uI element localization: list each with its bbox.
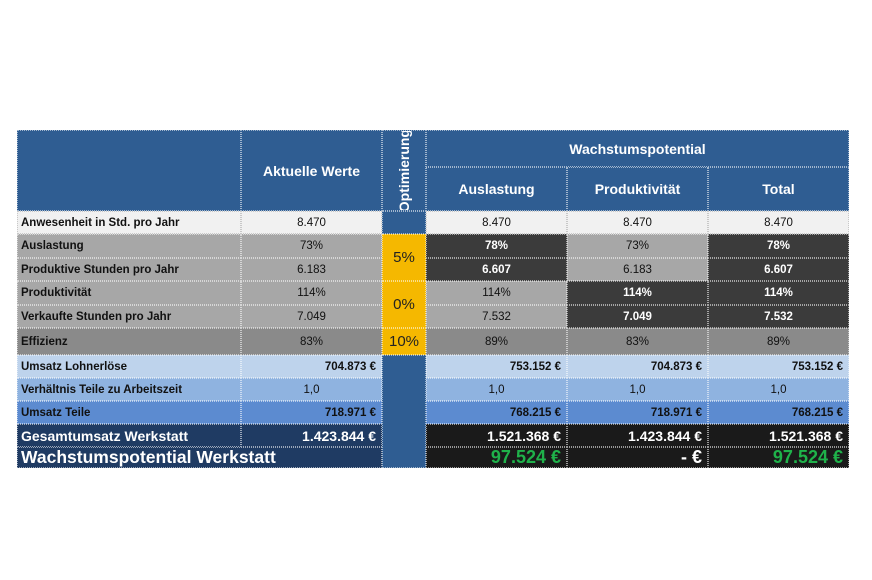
row-label-anwesenheit: Anwesenheit in Std. pro Jahr [17,211,241,234]
cell-verkaufte-stunden-aktuell: 7.049 [241,305,382,328]
row-label-verhaeltnis-teile: Verhältnis Teile zu Arbeitszeit [17,378,241,401]
optimierung-effizienz-cell: 10% [382,328,426,355]
row-label-umsatz-lohnerloese: Umsatz Lohnerlöse [17,355,241,378]
header-wachstumspotential: Wachstumspotential [426,130,849,167]
row-label-auslastung: Auslastung [17,234,241,258]
cell-anwesenheit-produktivitaet: 8.470 [567,211,708,234]
cell-wachstumspotential-produktivitaet: - € [567,447,708,468]
cell-auslastung-auslastung: 78% [426,234,567,258]
cell-produktivitaet-aktuell: 114% [241,281,382,305]
cell-produktivitaet-auslastung: 114% [426,281,567,305]
optimierung-auslastung-cell: 5% [382,234,426,281]
cell-effizienz-auslastung: 89% [426,328,567,355]
header-total: Total [708,167,849,211]
optimierung-produktivitaet-cell: 0% [382,281,426,328]
cell-verhaeltnis-teile-auslastung: 1,0 [426,378,567,401]
header-optimierung-label: Optimierung [396,130,412,211]
row-label-effizienz: Effizienz [17,328,241,355]
cell-wachstumspotential-total: 97.524 € [708,447,849,468]
cell-anwesenheit-aktuell: 8.470 [241,211,382,234]
cell-umsatz-lohnerloese-auslastung: 753.152 € [426,355,567,378]
cell-verhaeltnis-teile-produktivitaet: 1,0 [567,378,708,401]
cell-gesamtumsatz-aktuell: 1.423.844 € [241,424,382,447]
cell-effizienz-aktuell: 83% [241,328,382,355]
cell-produktive-stunden-total: 6.607 [708,258,849,281]
row-label-verkaufte-stunden: Verkaufte Stunden pro Jahr [17,305,241,328]
cell-gesamtumsatz-auslastung: 1.521.368 € [426,424,567,447]
header-label-corner [17,130,241,211]
cell-umsatz-teile-auslastung: 768.215 € [426,401,567,424]
row-label-produktivitaet: Produktivität [17,281,241,305]
cell-umsatz-teile-aktuell: 718.971 € [241,401,382,424]
cell-umsatz-lohnerloese-produktivitaet: 704.873 € [567,355,708,378]
cell-umsatz-teile-total: 768.215 € [708,401,849,424]
cell-produktive-stunden-auslastung: 6.607 [426,258,567,281]
optimierung-anwesenheit-cell [382,211,426,234]
header-aktuelle-werte: Aktuelle Werte [241,130,382,211]
cell-auslastung-total: 78% [708,234,849,258]
cell-verhaeltnis-teile-aktuell: 1,0 [241,378,382,401]
cell-wachstumspotential-auslastung: 97.524 € [426,447,567,468]
cell-auslastung-aktuell: 73% [241,234,382,258]
cell-anwesenheit-total: 8.470 [708,211,849,234]
cell-gesamtumsatz-total: 1.521.368 € [708,424,849,447]
cell-gesamtumsatz-produktivitaet: 1.423.844 € [567,424,708,447]
cell-umsatz-lohnerloese-total: 753.152 € [708,355,849,378]
cell-verkaufte-stunden-produktivitaet: 7.049 [567,305,708,328]
cell-effizienz-produktivitaet: 83% [567,328,708,355]
row-label-umsatz-teile: Umsatz Teile [17,401,241,424]
cell-verkaufte-stunden-auslastung: 7.532 [426,305,567,328]
header-optimierung: Optimierung [382,130,426,211]
cell-produktive-stunden-produktivitaet: 6.183 [567,258,708,281]
cell-produktivitaet-total: 114% [708,281,849,305]
row-label-wachstumspotential-werkstatt: Wachstumspotential Werkstatt [17,447,382,468]
cell-umsatz-lohnerloese-aktuell: 704.873 € [241,355,382,378]
header-produktivitaet: Produktivität [567,167,708,211]
cell-anwesenheit-auslastung: 8.470 [426,211,567,234]
row-label-gesamtumsatz: Gesamtumsatz Werkstatt [17,424,241,447]
growth-potential-table: Aktuelle Werte Optimierung Wachstumspote… [17,130,849,468]
cell-effizienz-total: 89% [708,328,849,355]
cell-auslastung-produktivitaet: 73% [567,234,708,258]
cell-verkaufte-stunden-total: 7.532 [708,305,849,328]
cell-verhaeltnis-teile-total: 1,0 [708,378,849,401]
cell-umsatz-teile-produktivitaet: 718.971 € [567,401,708,424]
row-label-produktive-stunden: Produktive Stunden pro Jahr [17,258,241,281]
cell-produktivitaet-produktivitaet: 114% [567,281,708,305]
cell-produktive-stunden-aktuell: 6.183 [241,258,382,281]
optimierung-column-fill [382,355,426,468]
header-auslastung: Auslastung [426,167,567,211]
